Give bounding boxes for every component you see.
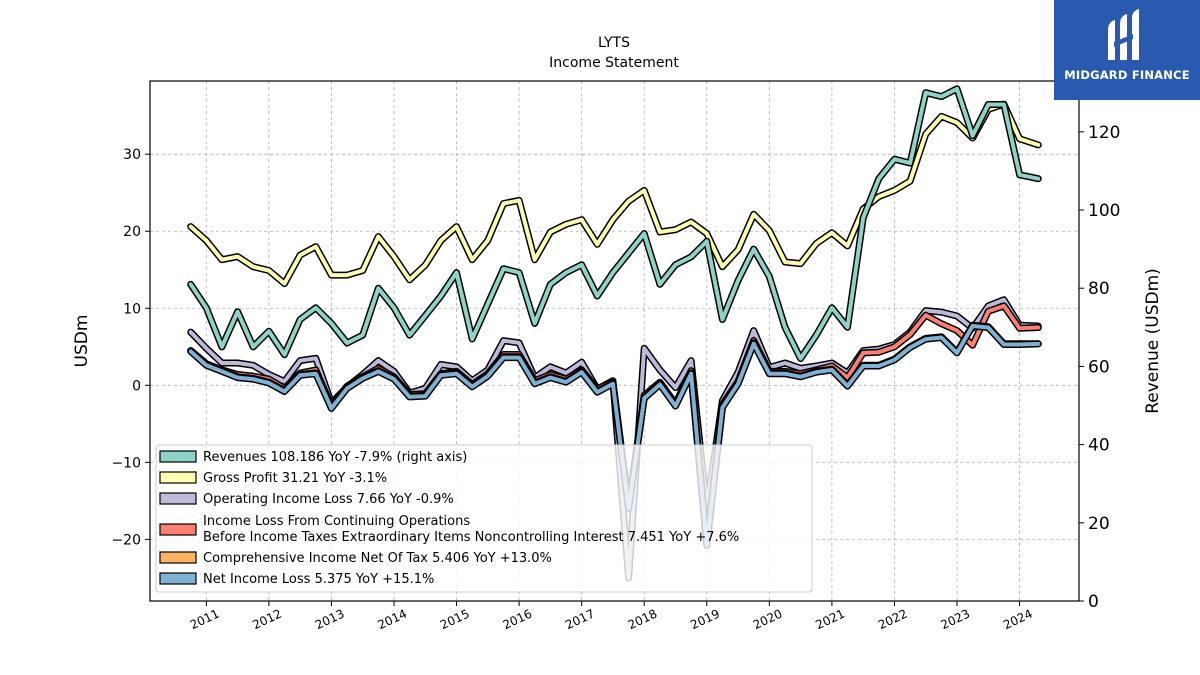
x-tick-label: 2020 xyxy=(751,607,785,633)
legend-label-revenues: Revenues 108.186 YoY -7.9% (right axis) xyxy=(203,450,467,465)
series-layer xyxy=(187,85,1042,582)
y-tick-label: 10 xyxy=(123,301,141,317)
series-gross-profit-line xyxy=(188,102,1041,286)
legend-label-pretax-income-line2: Before Income Taxes Extraordinary Items … xyxy=(203,530,739,545)
series-gross-profit-outline xyxy=(187,100,1042,288)
brand-logo: MIDGARD FINANCE xyxy=(1054,0,1200,100)
left-axis: −20 −10 0 10 20 30 xyxy=(111,147,150,548)
x-tick-label: 2021 xyxy=(813,607,847,633)
y-right-tick-label: 40 xyxy=(1088,436,1110,456)
x-tick-label: 2024 xyxy=(1001,607,1035,633)
y-axis-right-label: Revenue (USDm) xyxy=(1143,268,1163,414)
x-tick-label: 2019 xyxy=(688,607,722,633)
plot-frame xyxy=(149,80,1080,602)
y-tick-label: 20 xyxy=(123,224,141,240)
logo-text: MIDGARD FINANCE xyxy=(1064,68,1190,82)
legend: Revenues 108.186 YoY -7.9% (right axis) … xyxy=(155,444,813,593)
legend-label-gross-profit: Gross Profit 31.21 YoY -3.1% xyxy=(203,471,387,486)
y-right-tick-label: 120 xyxy=(1088,123,1120,143)
y-tick-label: −20 xyxy=(111,532,141,548)
legend-frame xyxy=(155,444,813,593)
legend-swatch-comprehensive-income xyxy=(159,551,197,564)
series-net-income-loss-line xyxy=(188,324,1041,548)
legend-swatch-revenues xyxy=(159,450,197,463)
x-tick-label: 2017 xyxy=(563,607,597,633)
x-tick-label: 2018 xyxy=(626,607,660,633)
legend-swatch-net-income xyxy=(159,572,197,585)
y-axis-label: USDm xyxy=(72,315,92,368)
x-axis: 2011 2012 2013 2014 2015 2016 2017 2018 2019 2020… xyxy=(188,601,1035,632)
x-tick-label: 2012 xyxy=(250,607,284,633)
y-right-tick-label: 80 xyxy=(1088,279,1110,299)
y-tick-label: 0 xyxy=(132,378,141,394)
x-tick-label: 2015 xyxy=(438,607,472,633)
x-tick-label: 2011 xyxy=(188,607,222,633)
legend-swatch-operating-income xyxy=(159,492,197,505)
chart-subtitle: Income Statement xyxy=(549,55,679,71)
legend-label-pretax-income-line1: Income Loss From Continuing Operations xyxy=(203,514,470,529)
y-tick-label: 30 xyxy=(123,147,141,163)
x-tick-label: 2023 xyxy=(939,607,973,633)
legend-label-net-income: Net Income Loss 5.375 YoY +15.1% xyxy=(203,572,434,587)
legend-label-operating-income: Operating Income Loss 7.66 YoY -0.9% xyxy=(203,492,454,507)
y-tick-label: −10 xyxy=(111,455,141,471)
y-right-tick-label: 0 xyxy=(1088,592,1099,612)
right-axis: 0 20 40 60 80 100 120 xyxy=(1079,123,1120,612)
legend-swatch-gross-profit xyxy=(159,471,197,484)
y-right-tick-label: 20 xyxy=(1088,514,1110,534)
y-right-tick-label: 60 xyxy=(1088,357,1110,377)
series-revenues-line xyxy=(188,86,1041,361)
legend-swatch-pretax-income xyxy=(159,523,197,536)
x-tick-label: 2014 xyxy=(375,607,409,633)
x-tick-label: 2013 xyxy=(313,607,347,633)
x-tick-label: 2016 xyxy=(501,607,535,633)
chart-title: LYTS xyxy=(598,35,630,51)
legend-label-comprehensive-income: Comprehensive Income Net Of Tax 5.406 Yo… xyxy=(203,551,552,566)
midgard-logo-icon xyxy=(1108,9,1139,60)
y-right-tick-label: 100 xyxy=(1088,201,1120,221)
x-tick-label: 2022 xyxy=(876,607,910,633)
